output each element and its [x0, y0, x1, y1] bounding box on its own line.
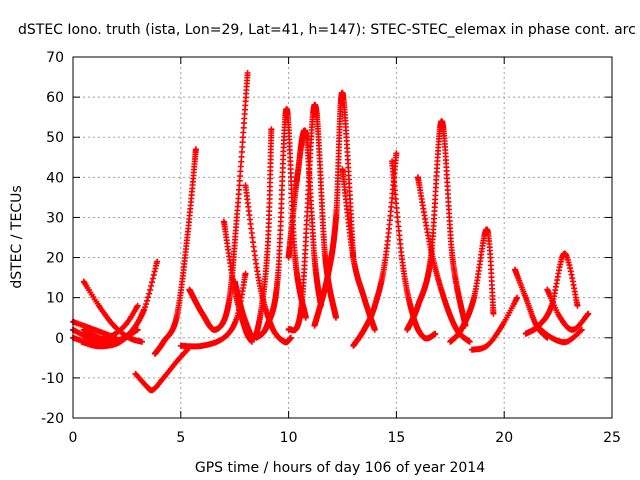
plus-marker-group: [311, 89, 357, 329]
arc-series: [544, 286, 592, 333]
arc-series: [468, 294, 521, 353]
y-tick-label: 30: [46, 210, 64, 226]
x-tick-label: 0: [69, 430, 78, 446]
x-axis-label: GPS time / hours of day 106 of year 2014: [195, 460, 485, 476]
arc-series: [533, 322, 585, 346]
x-tick-label: 15: [387, 430, 405, 446]
y-tick-label: -20: [41, 411, 64, 427]
arc-series: [311, 89, 357, 329]
x-tick-label: 25: [603, 430, 621, 446]
arc-series: [80, 278, 145, 345]
plus-marker-group: [533, 322, 585, 346]
y-tick-label: 10: [46, 291, 64, 307]
plus-marker-group: [151, 146, 199, 357]
x-tick-label: 20: [495, 430, 513, 446]
arc-series: [339, 166, 378, 333]
plus-marker-group: [350, 150, 400, 349]
chart-title: dSTEC Iono. truth (ista, Lon=29, Lat=41,…: [18, 22, 636, 38]
plus-marker-group: [447, 226, 497, 345]
arc-series: [350, 150, 400, 349]
x-tick-label: 5: [176, 430, 185, 446]
data-series: [70, 70, 592, 394]
arc-series: [389, 158, 439, 342]
arc-series: [151, 146, 199, 357]
y-tick-label: -10: [41, 371, 64, 387]
plus-marker-group: [80, 278, 145, 345]
y-axis-label: dSTEC / TECUs: [9, 185, 25, 288]
plot-frame: [72, 56, 613, 419]
plus-marker-group: [404, 118, 469, 333]
plus-marker-group: [389, 158, 439, 342]
y-tick-label: 40: [46, 170, 64, 186]
axis-ticks: -20 -10 0 10 20 30 40 50 60 70 0 5 10 15 20 25: [41, 50, 621, 446]
arc-series: [132, 346, 191, 394]
y-tick-label: 0: [55, 331, 64, 347]
y-tick-label: 20: [46, 251, 64, 267]
x-tick-label: 10: [280, 430, 298, 446]
y-tick-label: 50: [46, 130, 64, 146]
plus-marker-group: [468, 294, 521, 353]
y-tick-label: 70: [46, 50, 64, 66]
plus-marker-group: [132, 346, 191, 394]
plus-marker-group: [544, 286, 592, 333]
arc-series: [447, 226, 497, 345]
plus-marker-group: [339, 166, 378, 333]
y-tick-label: 60: [46, 90, 64, 106]
arc-series: [404, 118, 469, 333]
